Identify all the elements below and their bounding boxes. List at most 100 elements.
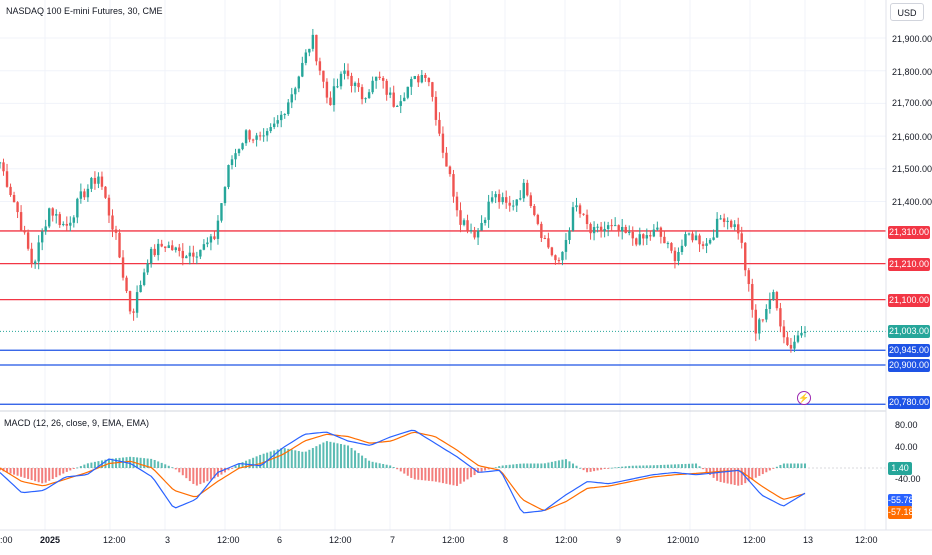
candle-body — [121, 257, 125, 278]
currency-button[interactable]: USD — [890, 3, 924, 21]
time-label: 3 — [165, 535, 171, 545]
level-tag-21210[interactable]: 21,210.00 — [888, 258, 930, 271]
macd-histogram-bar — [322, 442, 325, 468]
macd-histogram-bar — [431, 468, 434, 482]
macd-histogram-bar — [607, 468, 610, 469]
candle-body — [765, 308, 768, 320]
candle-body — [276, 120, 279, 124]
candle-body — [153, 248, 156, 256]
candle-body — [199, 249, 202, 257]
macd-histogram-bar — [719, 468, 722, 483]
time-label: 12:00 — [743, 535, 766, 545]
macd-histogram-bar — [6, 468, 9, 473]
macd-histogram-bar — [557, 460, 560, 468]
macd-histogram-bar — [34, 468, 37, 482]
candle-body — [505, 197, 508, 203]
candle-body — [526, 182, 529, 196]
candle-body — [16, 202, 19, 213]
macd-histogram-bar — [448, 468, 451, 485]
candle-body — [592, 227, 596, 234]
macd-histogram-bar — [740, 468, 743, 485]
time-label: 10 — [689, 535, 700, 545]
macd-histogram-bar — [20, 468, 23, 477]
candle-body — [490, 197, 494, 202]
candle-body — [691, 233, 694, 241]
candle-body — [698, 235, 701, 245]
candle-body — [722, 218, 726, 222]
macd-histogram-bar — [339, 444, 342, 468]
candles — [0, 28, 807, 353]
macd-histogram-bar — [58, 468, 61, 476]
candle-body — [441, 133, 445, 153]
candle-body — [452, 174, 455, 197]
macd-histogram-bar — [417, 468, 420, 480]
macd-histogram-bar — [206, 468, 209, 482]
candle-body — [659, 227, 663, 237]
macd-histogram-bar — [800, 463, 803, 468]
candle-body — [434, 96, 438, 120]
level-tag-21100[interactable]: 21,100.00 — [888, 294, 930, 307]
lightning-icon[interactable]: ⚡ — [797, 391, 811, 405]
candle-body — [550, 247, 554, 256]
macd-histogram-bar — [459, 468, 462, 484]
candle-body — [51, 208, 54, 216]
macd-histogram-bar — [27, 468, 30, 479]
candle-body — [758, 319, 761, 334]
macd-histogram-bar — [396, 468, 399, 470]
macd-histogram-bar — [185, 468, 188, 479]
macd-histogram-bar — [51, 468, 54, 479]
macd-histogram-bar — [628, 465, 631, 468]
candle-body — [230, 159, 234, 166]
macd-histogram-bar — [687, 463, 690, 468]
candle-body — [111, 215, 114, 230]
macd-histogram-bar — [385, 464, 388, 468]
candle-body — [171, 245, 174, 251]
macd-histogram-bar — [617, 467, 620, 468]
price-tick: 21,500.00 — [892, 164, 932, 174]
candle-body — [596, 226, 599, 228]
candle-body — [399, 101, 402, 106]
price-tick: 21,800.00 — [892, 67, 932, 77]
macd-histogram-bar — [343, 444, 346, 468]
candle-body — [403, 97, 406, 102]
candle-body — [83, 191, 86, 198]
macd-histogram-bar — [600, 468, 603, 470]
macd-histogram-bar — [347, 445, 350, 468]
candle-body — [487, 201, 490, 220]
candle-body — [786, 337, 789, 345]
macd-histogram-bar — [129, 456, 132, 468]
candle-body — [142, 272, 146, 285]
level-tag-20900[interactable]: 20,900.00 — [888, 359, 930, 372]
level-tag-20780[interactable]: 20,780.00 — [888, 396, 930, 409]
candle-body — [294, 88, 297, 95]
level-tag-21310[interactable]: 21,310.00 — [888, 226, 930, 239]
macd-histogram-bar — [389, 465, 392, 468]
time-label: 12:00 — [442, 535, 465, 545]
macd-histogram-bar — [477, 468, 480, 473]
macd-histogram-bar — [83, 464, 86, 468]
macd-histogram-bar — [466, 468, 469, 480]
candle-body — [178, 247, 181, 251]
time-label: :00 — [0, 535, 13, 545]
macd-histogram-bar — [680, 464, 683, 468]
candle-body — [744, 242, 747, 271]
macd-histogram-bar — [656, 465, 659, 468]
candle-body — [308, 48, 311, 53]
macd-histogram-bar — [378, 463, 381, 468]
macd-histogram-bar — [410, 468, 413, 478]
macd-histogram-bar — [301, 451, 304, 468]
macd-histogram-bar — [631, 465, 634, 468]
macd-histogram-bar — [582, 468, 585, 471]
candle-body — [782, 326, 786, 338]
macd-histogram-bar — [192, 468, 195, 484]
level-tag-20945[interactable]: 20,945.00 — [888, 344, 930, 357]
macd-histogram-bar — [97, 461, 100, 468]
candle-body — [280, 114, 283, 121]
macd-histogram-bar — [501, 465, 504, 468]
candle-body — [227, 165, 230, 188]
macd-histogram-bar — [160, 462, 163, 468]
candle-body — [406, 86, 409, 98]
candle-body — [589, 224, 592, 234]
